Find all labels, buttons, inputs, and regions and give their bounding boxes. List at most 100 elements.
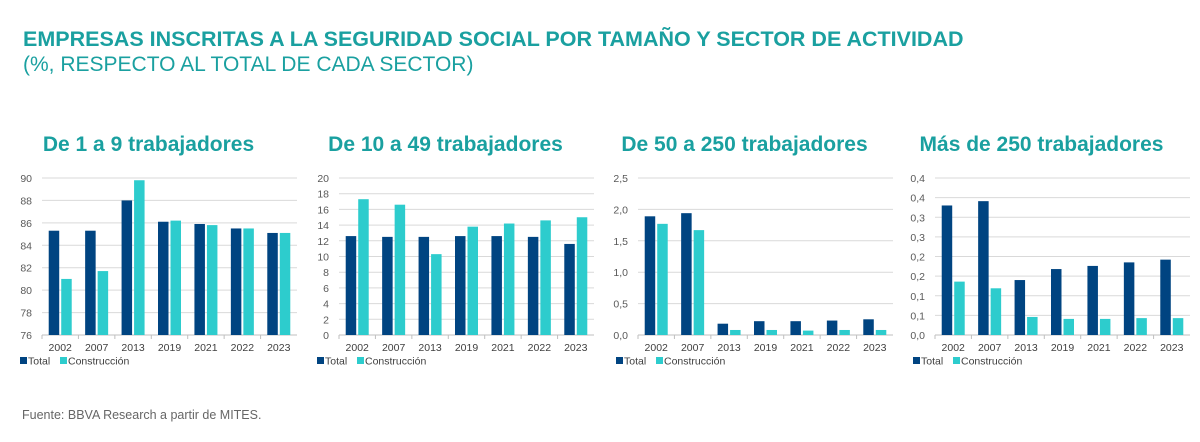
y-tick-label: 0,1 (910, 310, 925, 322)
bar-chart: 76 78 80 82 84 86 88 90 2002 2007 2013 2019 2021 2022… (20, 173, 297, 368)
y-tick-label: 80 (20, 285, 32, 297)
x-tick-label: 2023 (1160, 342, 1184, 354)
x-tick-label: 2021 (194, 342, 218, 354)
y-tick-label: 4 (323, 299, 329, 311)
y-tick-label: 10 (317, 252, 329, 264)
chart-title: Más de 250 trabajadores (919, 133, 1164, 156)
bar-construccion (431, 254, 442, 335)
y-tick-label: 0,2 (910, 271, 925, 283)
bar-construccion (540, 220, 551, 335)
legend-label: Construcción (664, 356, 725, 368)
bar-total (754, 321, 765, 335)
x-tick-label: 2022 (827, 342, 851, 354)
y-tick-label: 0,3 (910, 212, 925, 224)
x-tick-label: 2023 (863, 342, 887, 354)
bar-construccion (61, 278, 72, 335)
x-tick-label: 2013 (1014, 342, 1038, 354)
y-tick-label: 20 (317, 173, 329, 185)
x-tick-label: 2022 (528, 342, 552, 354)
bar-construccion (802, 330, 814, 335)
bar-construccion (243, 228, 254, 335)
x-tick-label: 2007 (681, 342, 705, 354)
bar-total (491, 236, 502, 335)
y-tick-label: 14 (317, 220, 329, 232)
bar-construccion (990, 288, 1002, 335)
page-subtitle: (%, RESPECTO AL TOTAL DE CADA SECTOR) (23, 53, 474, 76)
bar-total (644, 216, 656, 335)
x-tick-label: 2002 (645, 342, 669, 354)
y-tick-label: 18 (317, 189, 329, 201)
bar-chart: 0,0 0,5 1,0 1,5 2,0 2,5 2002 2007 2013 2019 2021 20… (613, 173, 893, 368)
bar-total (267, 232, 278, 335)
bar-total (527, 236, 539, 335)
chart-panel-250-plus: Más de 250 trabajadores 0,0 0,1 0,1 0,2 0,2 0… (893, 130, 1190, 375)
legend-swatch-construccion (60, 357, 67, 364)
x-tick-label: 2021 (1087, 342, 1111, 354)
chart-panel-50-250: De 50 a 250 trabajadores 0,0 0,5 1,0 1,5 2,0… (596, 130, 893, 375)
legend-swatch-total (20, 357, 27, 364)
y-tick-label: 0 (323, 330, 329, 342)
y-tick-label: 16 (317, 204, 329, 216)
x-tick-label: 2002 (346, 342, 370, 354)
bar-total (48, 230, 60, 335)
bar-construccion (97, 271, 109, 335)
legend-swatch-total (616, 357, 623, 364)
bar-construccion (875, 329, 887, 335)
chart-title: De 1 a 9 trabajadores (42, 133, 255, 156)
bar-total (564, 243, 575, 335)
x-tick-label: 2007 (978, 342, 1002, 354)
y-tick-label: 0,5 (613, 299, 628, 311)
bar-total (230, 228, 242, 335)
bar-total (418, 236, 430, 335)
bar-construccion (279, 232, 291, 335)
bar-total (1160, 259, 1171, 335)
bar-construccion (576, 217, 588, 335)
x-tick-label: 2023 (564, 342, 588, 354)
y-tick-label: 1,5 (613, 236, 628, 248)
x-tick-label: 2013 (717, 342, 741, 354)
y-tick-label: 8 (323, 267, 329, 279)
bar-total (85, 230, 96, 335)
bar-construccion (657, 223, 668, 335)
bar-chart: 0,0 0,1 0,1 0,2 0,2 0,3 0,3 0,4 0,4 2002 2007 2013 2… (910, 173, 1190, 368)
bar-total (194, 223, 205, 335)
y-tick-label: 2,0 (613, 204, 628, 216)
bar-chart: 0 2 4 6 8 10 12 14 16 18 20 2002 2007 2013 2019 2021 202… (317, 173, 594, 368)
y-tick-label: 90 (20, 173, 32, 185)
y-tick-label: 78 (20, 308, 32, 320)
x-tick-label: 2023 (267, 342, 291, 354)
bar-total (455, 236, 466, 335)
legend-swatch-total (913, 357, 920, 364)
chart-panel-10-49: De 10 a 49 trabajadores 0 2 4 6 8 10 12 14 16 18 2… (297, 130, 594, 375)
legend-label: Total (624, 356, 646, 368)
y-tick-label: 76 (20, 330, 32, 342)
x-tick-label: 2019 (455, 342, 479, 354)
bar-total (121, 200, 133, 335)
chart-title: De 10 a 49 trabajadores (328, 133, 563, 156)
y-tick-label: 0,4 (910, 193, 925, 205)
bar-total (941, 205, 953, 335)
y-tick-label: 12 (317, 236, 329, 248)
x-tick-label: 2021 (491, 342, 515, 354)
x-tick-label: 2013 (418, 342, 442, 354)
bar-total (1051, 269, 1062, 335)
bar-construccion (394, 204, 406, 335)
bar-construccion (954, 281, 965, 335)
bar-total (717, 323, 729, 335)
bar-construccion (839, 329, 850, 335)
legend-swatch-construccion (953, 357, 960, 364)
bar-total (978, 201, 989, 335)
y-tick-label: 2 (323, 314, 329, 326)
legend-swatch-total (317, 357, 324, 364)
bar-total (790, 321, 801, 335)
y-tick-label: 84 (20, 240, 32, 252)
x-tick-label: 2022 (231, 342, 255, 354)
y-tick-label: 82 (20, 263, 32, 275)
bar-construccion (730, 329, 741, 335)
bar-construccion (693, 230, 705, 335)
legend-label: Construcción (365, 356, 426, 368)
y-tick-label: 0,0 (910, 330, 925, 342)
legend-swatch-construccion (357, 357, 364, 364)
x-tick-label: 2019 (1051, 342, 1075, 354)
x-tick-label: 2022 (1124, 342, 1148, 354)
